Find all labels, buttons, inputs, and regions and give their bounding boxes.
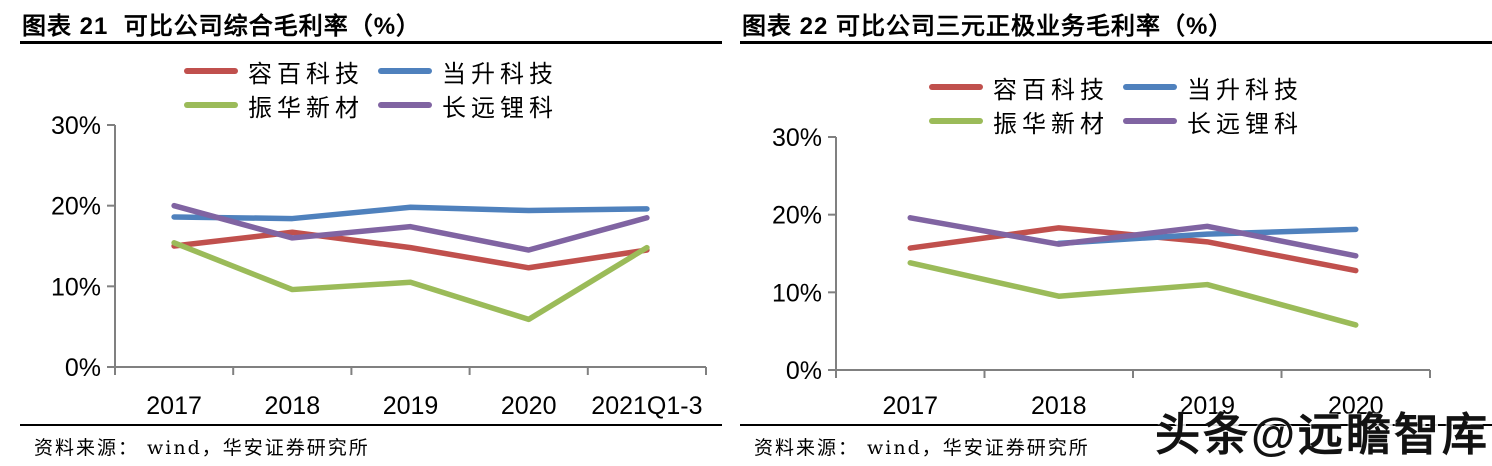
toutiao-watermark: 头条@远瞻智库 [1155,409,1490,460]
legend-label: 长远锂科 [442,93,558,122]
series-line-2 [907,260,1359,328]
legend-label: 振华新材 [993,109,1109,138]
series-line-3 [907,215,1359,259]
legend-item-2: 振华新材 [929,106,1109,138]
y-tick-label: 30% [51,112,101,140]
chart-panel-21: 图表 21 可比公司综合毛利率（%） 容百科技 当升科技振华新材 长远锂科 0% 10… [20,0,722,466]
legend-item-2: 振华新材 [184,90,364,122]
legend-line-swatch [184,102,238,108]
x-tick-label: 2017 [882,392,938,420]
y-tick-label: 30% [772,124,822,152]
legend-label: 长远锂科 [1187,109,1303,138]
legend-line-swatch [1123,84,1177,90]
x-tick-label: 2020 [501,392,557,420]
legend-item-1: 当升科技 [1123,72,1303,104]
x-tick-label: 2017 [146,392,202,420]
line-chart-22: 0% 10% 20% 30% 2017 2018 2019 2020 [772,124,1431,420]
x-tick-label: 2018 [264,392,320,420]
legend-label: 当升科技 [442,59,558,88]
x-tick-label: 2018 [1031,392,1087,420]
chart-21-title: 图表 21 可比公司综合毛利率（%） [22,13,422,40]
y-tick-label: 10% [772,279,822,307]
legend-label: 振华新材 [248,93,364,122]
legend-item-0: 容百科技 [929,72,1109,104]
legend-line-swatch [929,118,983,124]
legend-line-swatch [378,102,432,108]
chart-22-title: 图表 22 可比公司三元正极业务毛利率（%） [742,13,1234,40]
legend-item-3: 长远锂科 [378,90,558,122]
chart-21-source: 资料来源： wind，华安证券研究所 [34,437,370,459]
x-tick-label: 2019 [383,392,439,420]
legend-line-swatch [929,84,983,90]
chart-panel-22: 图表 22 可比公司三元正极业务毛利率（%） 容百科技 当升科技 振华新材 长远锂科 … [740,0,1492,466]
legend-line-swatch [378,68,432,74]
legend-item-1: 当升科技 [378,56,558,88]
legend-label: 容百科技 [993,75,1109,104]
y-tick-label: 20% [772,202,822,230]
y-tick-label: 10% [51,273,101,301]
series-line-3 [171,202,650,253]
x-tick-label: 2021Q1-3 [591,392,702,420]
footer-divider [740,424,1492,426]
footer-divider [20,424,722,426]
series-line-2 [171,240,650,323]
y-tick-label: 0% [65,354,101,382]
x-tick-label: 2019 [1179,392,1235,420]
y-tick-label: 20% [51,193,101,221]
chart-22-legend: 容百科技 当升科技振华新材 长远锂科 [929,72,1303,138]
legend-line-swatch [184,68,238,74]
title-underline [740,41,1492,44]
x-tick-label: 2020 [1328,392,1384,420]
legend-line-swatch [1123,118,1177,124]
series-line-0 [171,229,650,271]
y-tick-label: 0% [786,357,822,385]
chart-22-source: 资料来源： wind，华安证券研究所 [754,437,1090,459]
legend-label: 容百科技 [248,59,364,88]
series-line-1 [171,204,650,222]
chart-21-legend: 容百科技 当升科技振华新材 长远锂科 [184,56,558,122]
legend-label: 当升科技 [1187,75,1303,104]
line-chart-21: 0% 10% 20% 30% 2017 2018 2019 2020 2021Q1-3 [51,112,707,420]
title-underline [20,41,722,44]
legend-item-3: 长远锂科 [1123,106,1303,138]
legend-item-0: 容百科技 [184,56,364,88]
